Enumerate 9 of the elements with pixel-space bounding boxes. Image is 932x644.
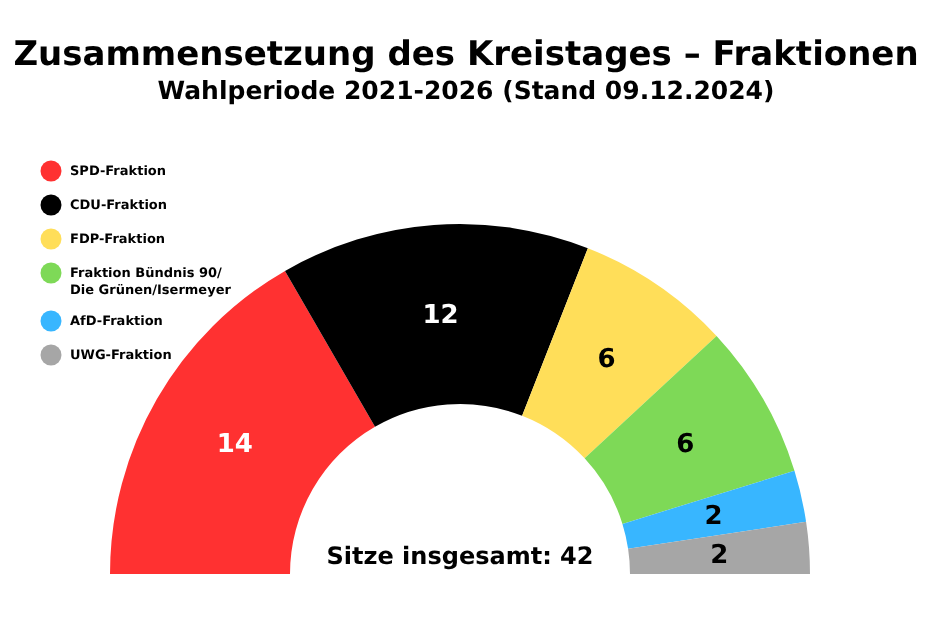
data-label: 2 — [710, 540, 729, 571]
chart-subtitle: Wahlperiode 2021-2026 (Stand 09.12.2024) — [157, 75, 775, 105]
data-label: 6 — [676, 430, 695, 460]
data-label: 12 — [422, 300, 459, 331]
data-label: 14 — [216, 430, 253, 460]
data-label: 6 — [597, 345, 616, 376]
chart-title: Zusammensetzung des Kreistages – Fraktionen — [13, 35, 919, 75]
text: Sitze insgesamt: 42 — [326, 542, 594, 570]
data-label: 2 — [704, 502, 723, 533]
